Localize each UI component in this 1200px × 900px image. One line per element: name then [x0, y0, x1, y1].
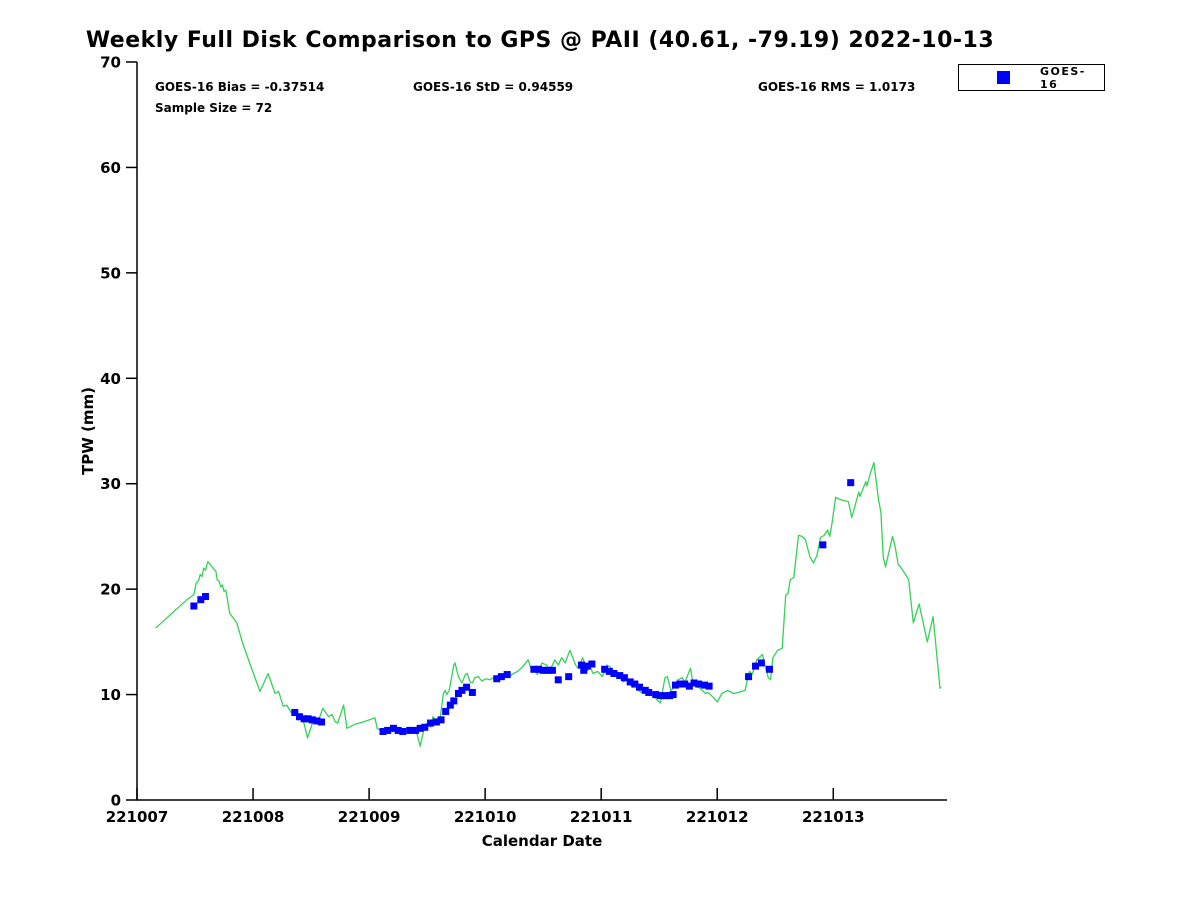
goes16-point [412, 726, 420, 734]
goes16-point [458, 686, 466, 694]
goes16-point [745, 673, 753, 681]
goes16-point [201, 593, 209, 601]
goes16-point [847, 479, 855, 487]
goes16-point [544, 666, 552, 674]
x-tick-label: 221012 [686, 808, 749, 826]
goes16-point [577, 661, 585, 669]
goes16-point [685, 682, 693, 690]
goes16-point [416, 724, 424, 732]
goes16-point [620, 674, 628, 682]
goes16-point [394, 726, 402, 734]
chart-title: Weekly Full Disk Comparison to GPS @ PAI… [85, 28, 995, 53]
stat-std: GOES-16 StD = 0.94559 [413, 80, 574, 94]
goes16-point [548, 666, 556, 674]
y-tick-label: 50 [100, 264, 121, 282]
goes16-point [700, 681, 708, 689]
goes16-point [601, 665, 609, 673]
y-tick-label: 40 [100, 370, 121, 388]
y-tick-label: 0 [111, 792, 121, 810]
x-tick-label: 221007 [106, 808, 169, 826]
goes16-point [437, 716, 445, 724]
goes16-point [295, 713, 303, 721]
goes16-point [450, 697, 458, 705]
goes16-point [539, 666, 547, 674]
goes16-point [631, 680, 639, 688]
goes16-point [399, 727, 407, 735]
goes16-point [421, 723, 429, 731]
x-tick-label: 221008 [222, 808, 285, 826]
goes16-marker-icon [997, 71, 1010, 84]
goes16-point [530, 665, 538, 673]
goes16-point [535, 665, 543, 673]
y-tick-label: 10 [100, 686, 121, 704]
goes16-point [752, 662, 760, 670]
legend-label: GOES-16 [1039, 64, 1086, 91]
goes16-point [652, 691, 660, 699]
y-tick-label: 60 [100, 159, 121, 177]
x-tick-label: 221010 [454, 808, 517, 826]
goes16-point [304, 715, 312, 723]
goes16-point [645, 688, 653, 696]
goes16-point [610, 669, 618, 677]
stat-rms: GOES-16 RMS = 1.0173 [758, 80, 916, 94]
goes16-point [497, 673, 505, 681]
stat-bias: GOES-16 Bias = -0.37514 [155, 80, 325, 94]
goes16-point [669, 691, 677, 699]
goes16-point [379, 727, 387, 735]
x-tick-label: 221013 [802, 808, 865, 826]
goes16-point [580, 666, 588, 674]
goes16-point [626, 678, 634, 686]
goes16-point [493, 675, 501, 683]
goes16-point [389, 724, 397, 732]
goes16-point [616, 672, 624, 680]
goes16-point [300, 715, 308, 723]
goes16-point [705, 682, 713, 690]
goes16-point [635, 683, 643, 691]
goes16-point [695, 680, 703, 688]
goes16-point [291, 708, 299, 716]
goes16-point [406, 726, 414, 734]
goes16-point [588, 660, 596, 668]
y-tick-label: 70 [100, 54, 121, 72]
goes16-point [554, 676, 562, 684]
x-tick-label: 221011 [570, 808, 633, 826]
goes16-point [468, 688, 476, 696]
goes16-point [671, 681, 679, 689]
goes16-point [190, 602, 198, 610]
goes16-point [427, 719, 435, 727]
goes16-point [656, 692, 664, 700]
goes16-point [661, 692, 669, 700]
gps-line [155, 461, 942, 747]
x-axis-title: Calendar Date [481, 832, 603, 850]
x-tick-label: 221009 [338, 808, 401, 826]
goes16-point [384, 726, 392, 734]
goes16-point [765, 665, 773, 673]
goes16-point [757, 659, 765, 667]
y-axis-title: TPW (mm) [79, 387, 97, 475]
goes16-point [308, 716, 316, 724]
goes16-point [197, 596, 205, 604]
goes16-point [318, 718, 326, 726]
goes16-point [432, 718, 440, 726]
goes16-point [605, 667, 613, 675]
goes16-point [583, 662, 591, 670]
goes16-point [442, 707, 450, 715]
goes16-point [819, 541, 827, 549]
y-tick-label: 30 [100, 475, 121, 493]
goes16-point [676, 680, 684, 688]
goes16-point [690, 679, 698, 687]
y-tick-label: 20 [100, 581, 121, 599]
legend: GOES-16 [958, 64, 1105, 91]
axes-spines [136, 62, 947, 801]
goes16-point [681, 680, 689, 688]
stat-sample-size: Sample Size = 72 [155, 101, 273, 115]
goes16-point [565, 673, 573, 681]
goes16-point [503, 671, 511, 679]
goes16-point [313, 717, 321, 725]
goes16-point [463, 683, 471, 691]
goes16-point [446, 701, 454, 709]
